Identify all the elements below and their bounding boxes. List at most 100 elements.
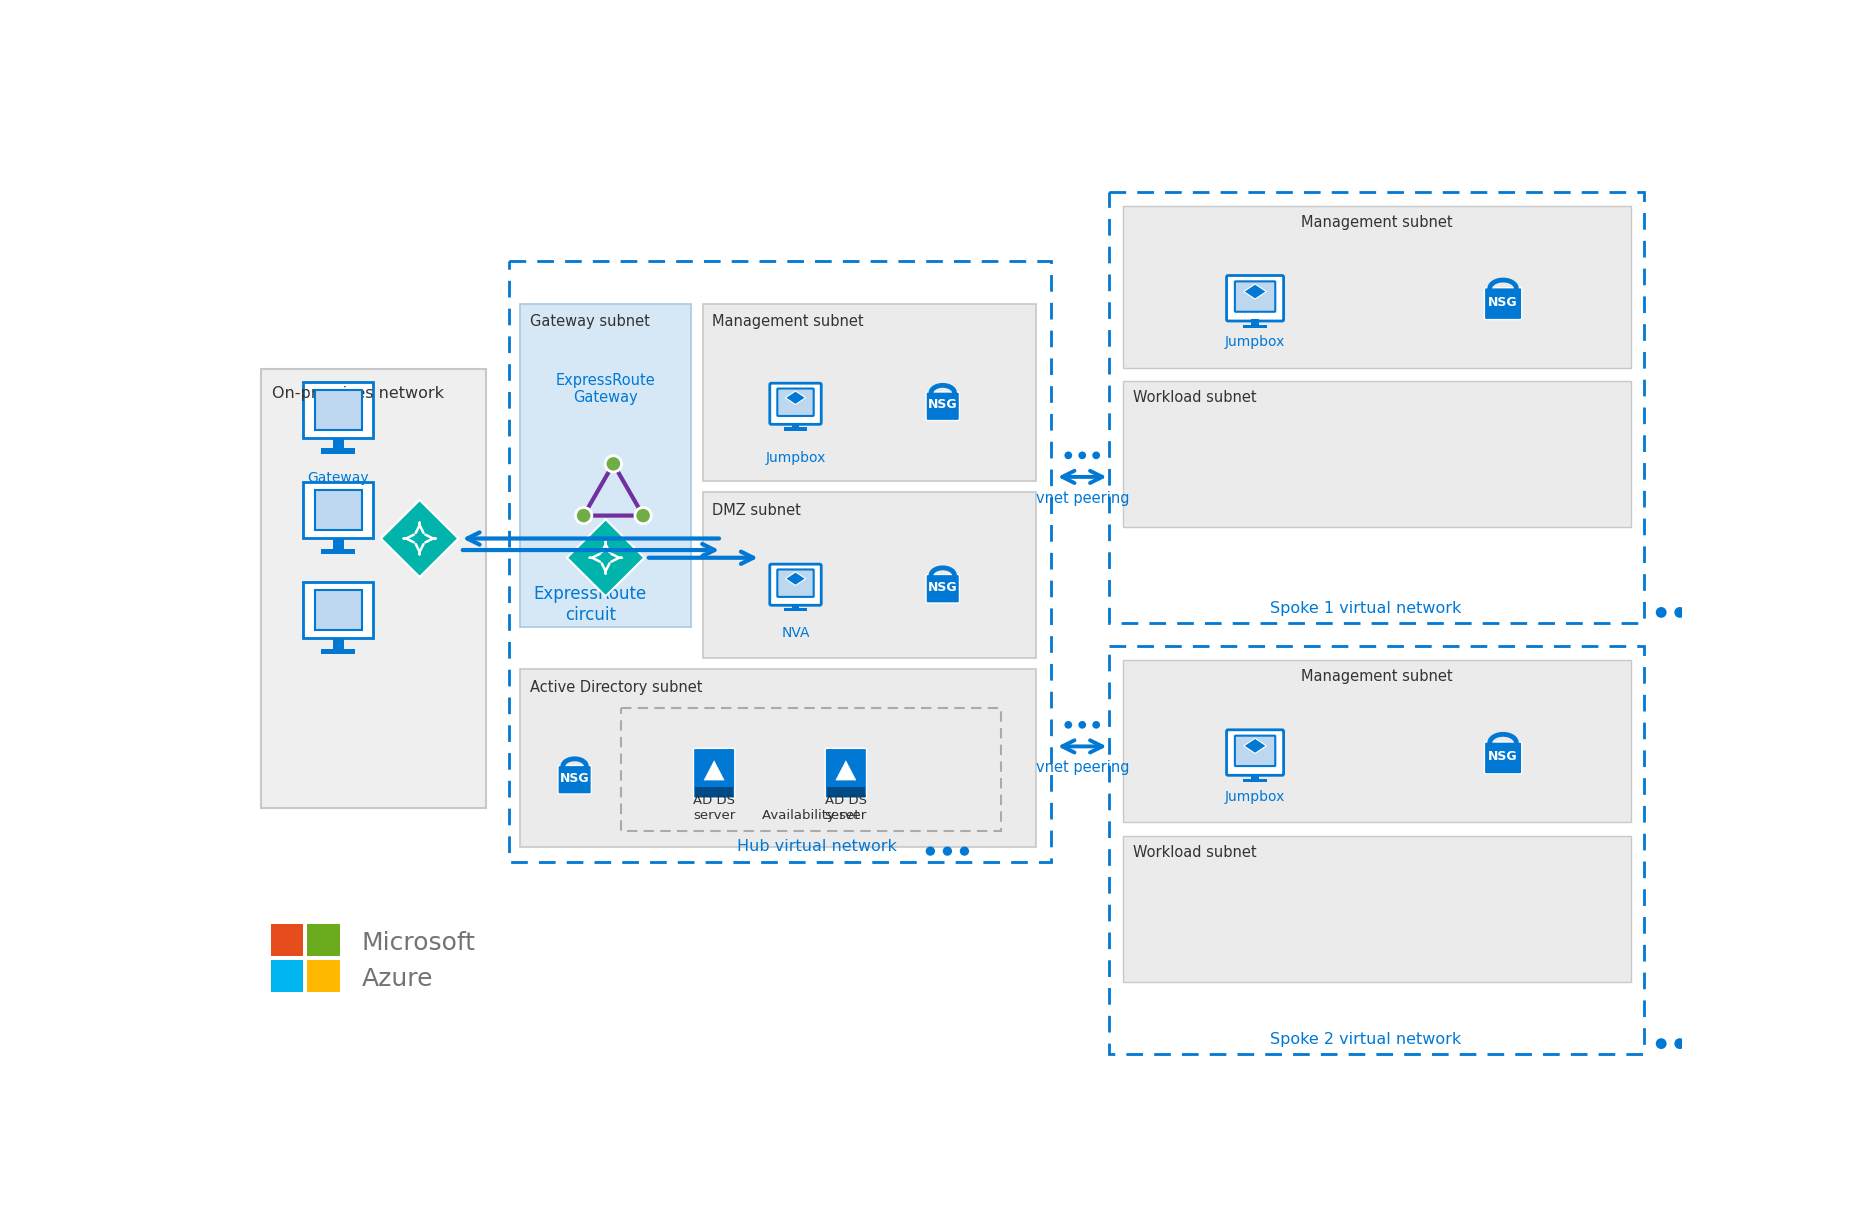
Text: Workload subnet: Workload subnet — [1133, 390, 1256, 405]
Text: Gateway subnet: Gateway subnet — [529, 315, 650, 329]
Text: Management subnet: Management subnet — [712, 315, 863, 329]
Bar — [1243, 324, 1267, 328]
Bar — [1123, 836, 1632, 982]
Bar — [1252, 320, 1258, 324]
Text: NSG: NSG — [927, 581, 957, 594]
FancyBboxPatch shape — [559, 765, 591, 793]
FancyBboxPatch shape — [693, 748, 735, 798]
Bar — [1110, 192, 1645, 623]
Polygon shape — [1243, 284, 1267, 299]
Circle shape — [1078, 720, 1086, 729]
FancyBboxPatch shape — [778, 570, 813, 597]
Bar — [262, 369, 486, 808]
Text: vnet peering: vnet peering — [1035, 761, 1129, 775]
Text: NSG: NSG — [1488, 750, 1518, 763]
Circle shape — [1693, 608, 1705, 617]
Text: Management subnet: Management subnet — [1301, 669, 1452, 684]
Bar — [321, 548, 355, 554]
Text: Management subnet: Management subnet — [1301, 215, 1452, 230]
FancyBboxPatch shape — [925, 575, 959, 603]
Circle shape — [1656, 1039, 1667, 1049]
Bar — [303, 482, 374, 538]
Bar — [333, 638, 344, 649]
Circle shape — [1656, 608, 1667, 617]
Text: AD DS
server: AD DS server — [693, 795, 735, 823]
Bar — [826, 787, 865, 797]
Circle shape — [576, 508, 592, 524]
FancyBboxPatch shape — [1484, 742, 1521, 774]
Text: NSG: NSG — [561, 772, 589, 785]
Bar — [307, 923, 340, 956]
Text: AD DS
server: AD DS server — [824, 795, 867, 823]
Bar — [333, 538, 344, 548]
Polygon shape — [703, 761, 725, 780]
Bar — [1123, 205, 1632, 368]
FancyBboxPatch shape — [925, 392, 959, 420]
Circle shape — [1065, 720, 1073, 729]
Bar — [703, 304, 1035, 481]
Circle shape — [1091, 452, 1101, 459]
Bar — [303, 383, 374, 437]
Circle shape — [606, 456, 622, 471]
Circle shape — [1675, 608, 1686, 617]
Text: Spoke 1 virtual network: Spoke 1 virtual network — [1269, 600, 1462, 616]
Circle shape — [961, 847, 970, 855]
Bar — [1243, 779, 1267, 782]
Bar — [316, 390, 361, 430]
Text: ExpressRoute
Gateway: ExpressRoute Gateway — [555, 373, 656, 406]
Circle shape — [925, 847, 934, 855]
Text: Hub virtual network: Hub virtual network — [736, 840, 897, 854]
FancyBboxPatch shape — [1235, 282, 1275, 312]
Text: Workload subnet: Workload subnet — [1133, 844, 1256, 860]
Circle shape — [942, 847, 951, 855]
Bar — [307, 960, 340, 991]
Circle shape — [1078, 452, 1086, 459]
Circle shape — [1091, 720, 1101, 729]
Text: ExpressRoute
circuit: ExpressRoute circuit — [533, 584, 647, 623]
Bar — [303, 582, 374, 638]
FancyBboxPatch shape — [1235, 735, 1275, 767]
FancyBboxPatch shape — [1226, 276, 1284, 321]
Circle shape — [1675, 1039, 1686, 1049]
Polygon shape — [381, 501, 458, 577]
FancyBboxPatch shape — [778, 389, 813, 416]
Bar — [333, 437, 344, 448]
Bar — [321, 448, 355, 453]
Text: DMZ subnet: DMZ subnet — [712, 503, 800, 518]
Bar — [785, 428, 807, 430]
Text: Spoke 2 virtual network: Spoke 2 virtual network — [1269, 1032, 1462, 1046]
Bar — [316, 490, 361, 530]
Circle shape — [1065, 452, 1073, 459]
Bar — [508, 261, 1050, 861]
FancyBboxPatch shape — [826, 748, 867, 798]
Text: Microsoft: Microsoft — [361, 931, 475, 955]
Polygon shape — [785, 391, 806, 405]
Bar — [792, 604, 798, 609]
Text: Jumpbox: Jumpbox — [1224, 790, 1286, 803]
Bar — [1110, 646, 1645, 1055]
Bar — [520, 304, 692, 627]
Bar — [1252, 774, 1258, 779]
FancyBboxPatch shape — [770, 564, 820, 605]
Text: vnet peering: vnet peering — [1035, 491, 1129, 505]
Polygon shape — [566, 519, 645, 597]
Text: Jumpbox: Jumpbox — [764, 452, 826, 465]
Bar — [271, 923, 303, 956]
Bar — [695, 787, 733, 797]
Bar — [785, 609, 807, 611]
Bar — [792, 423, 798, 428]
Circle shape — [1693, 1039, 1705, 1049]
Bar — [316, 590, 361, 631]
Circle shape — [635, 508, 650, 524]
Text: Jumpbox: Jumpbox — [1224, 335, 1286, 349]
Polygon shape — [835, 761, 856, 780]
Bar — [271, 960, 303, 991]
Polygon shape — [785, 572, 806, 586]
Bar — [1123, 380, 1632, 527]
Bar — [1123, 660, 1632, 821]
FancyBboxPatch shape — [1226, 730, 1284, 775]
Text: NSG: NSG — [1488, 295, 1518, 309]
Bar — [321, 649, 355, 654]
Text: NVA: NVA — [781, 626, 809, 639]
Text: Active Directory subnet: Active Directory subnet — [529, 680, 703, 695]
